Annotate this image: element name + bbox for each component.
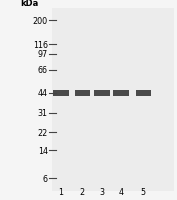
Text: kDa: kDa	[21, 0, 39, 8]
Bar	[75, 91, 90, 96]
Text: 1: 1	[59, 187, 64, 196]
Text: 31: 31	[38, 109, 48, 117]
Text: 97: 97	[38, 50, 48, 59]
Bar	[136, 91, 151, 96]
Text: 44: 44	[38, 89, 48, 98]
Text: 22: 22	[38, 128, 48, 137]
Text: 66: 66	[38, 66, 48, 75]
Text: 3: 3	[99, 187, 104, 196]
Text: 6: 6	[43, 174, 48, 183]
Text: 116: 116	[33, 41, 48, 49]
Text: 2: 2	[80, 187, 85, 196]
Bar	[94, 91, 110, 96]
Text: 14: 14	[38, 146, 48, 155]
Text: 5: 5	[141, 187, 146, 196]
Bar	[52, 9, 174, 191]
Text: 4: 4	[119, 187, 124, 196]
Text: 200: 200	[33, 17, 48, 25]
Bar	[113, 91, 129, 96]
Bar	[53, 91, 69, 96]
